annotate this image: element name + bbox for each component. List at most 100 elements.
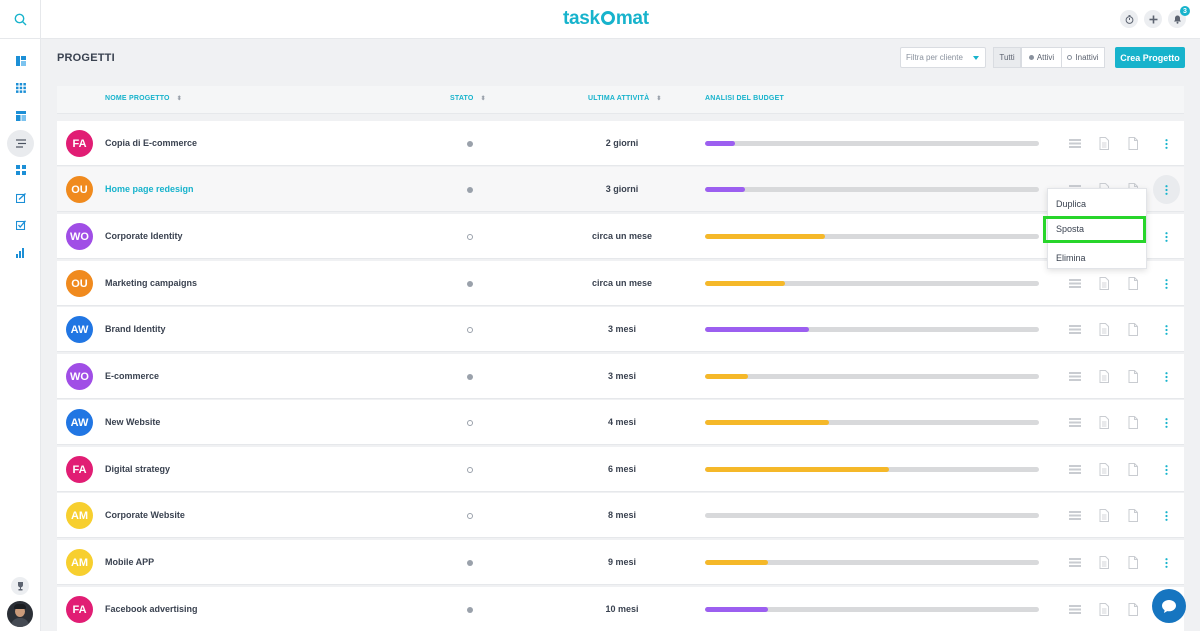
table-row[interactable]: FA Facebook advertising 10 mesi	[57, 587, 1184, 631]
project-avatar: WO	[66, 363, 93, 390]
project-avatar: OU	[66, 176, 93, 203]
row-menu-button[interactable]	[1153, 408, 1180, 437]
table-row[interactable]: AM Corporate Website 8 mesi	[57, 493, 1184, 538]
more-vertical-icon	[1165, 557, 1168, 568]
document-icon[interactable]	[1098, 556, 1110, 569]
menu-item-move[interactable]: Sposta	[1043, 216, 1146, 243]
calendar-grid-icon[interactable]	[7, 76, 34, 100]
timer-icon[interactable]	[1120, 10, 1138, 28]
status-indicator	[467, 281, 473, 287]
timesheet-icon[interactable]	[1069, 556, 1081, 569]
project-avatar: AM	[66, 502, 93, 529]
checklist-icon[interactable]	[7, 213, 34, 237]
document-icon[interactable]	[1098, 603, 1110, 616]
timesheet-icon[interactable]	[1069, 277, 1081, 290]
status-indicator	[467, 327, 473, 333]
timesheet-icon[interactable]	[1069, 463, 1081, 476]
row-menu-button[interactable]	[1153, 362, 1180, 391]
table-row[interactable]: AM Mobile APP 9 mesi	[57, 540, 1184, 585]
file-icon[interactable]	[1127, 323, 1139, 336]
sort-icon[interactable]: ⬍	[480, 96, 486, 102]
sort-icon[interactable]: ⬍	[176, 96, 182, 102]
table-row[interactable]: WO Corporate Identity circa un mese	[57, 214, 1184, 259]
board-icon[interactable]	[7, 104, 34, 128]
document-icon[interactable]	[1098, 416, 1110, 429]
timesheet-icon[interactable]	[1069, 370, 1081, 383]
add-icon[interactable]	[1144, 10, 1162, 28]
project-avatar: AW	[66, 409, 93, 436]
more-vertical-icon	[1165, 324, 1168, 335]
row-context-menu: Duplica Sposta Elimina	[1043, 188, 1147, 269]
row-menu-button[interactable]	[1153, 501, 1180, 530]
file-icon[interactable]	[1127, 137, 1139, 150]
table-row[interactable]: OU Marketing campaigns circa un mese	[57, 261, 1184, 306]
row-menu-button[interactable]	[1153, 548, 1180, 577]
apps-icon[interactable]	[7, 158, 34, 182]
app-logo[interactable]: task mat	[563, 8, 649, 29]
document-icon[interactable]	[1098, 137, 1110, 150]
document-icon[interactable]	[1098, 323, 1110, 336]
project-name-link[interactable]: E-commerce	[105, 371, 160, 381]
file-icon[interactable]	[1127, 416, 1139, 429]
timesheet-icon[interactable]	[1069, 509, 1081, 522]
project-name-link[interactable]: Marketing campaigns	[105, 278, 198, 288]
project-name-link[interactable]: Copia di E-commerce	[105, 138, 198, 148]
projects-icon[interactable]	[7, 130, 34, 157]
file-icon[interactable]	[1127, 603, 1139, 616]
file-icon[interactable]	[1127, 463, 1139, 476]
page-header: PROGETTI Filtra per cliente Tutti Attivi…	[41, 39, 1200, 76]
timesheet-icon[interactable]	[1069, 603, 1081, 616]
project-name-link[interactable]: Home page redesign	[105, 184, 194, 194]
trophy-icon[interactable]	[11, 577, 29, 595]
row-menu-button[interactable]	[1153, 315, 1180, 344]
filter-inactive-toggle[interactable]: Inattivi	[1061, 47, 1105, 68]
project-name-link[interactable]: Facebook advertising	[105, 604, 198, 614]
project-name-link[interactable]: Corporate Website	[105, 510, 185, 520]
column-header-activity[interactable]: ULTIMA ATTIVITÀ ⬍	[588, 95, 662, 102]
project-name-link[interactable]: Brand Identity	[105, 324, 166, 334]
project-name-link[interactable]: Mobile APP	[105, 557, 155, 567]
table-row[interactable]: FA Digital strategy 6 mesi	[57, 447, 1184, 492]
project-name-link[interactable]: Digital strategy	[105, 464, 171, 474]
filter-all-toggle[interactable]: Tutti	[993, 47, 1021, 68]
edit-task-icon[interactable]	[7, 186, 34, 210]
document-icon[interactable]	[1098, 277, 1110, 290]
document-icon[interactable]	[1098, 509, 1110, 522]
dashboard-icon[interactable]	[7, 49, 34, 73]
table-row[interactable]: WO E-commerce 3 mesi	[57, 354, 1184, 399]
user-avatar[interactable]	[7, 601, 33, 627]
table-row[interactable]: FA Copia di E-commerce 2 giorni	[57, 121, 1184, 166]
row-menu-button[interactable]	[1153, 175, 1180, 204]
client-filter-select[interactable]: Filtra per cliente	[900, 47, 986, 68]
table-row[interactable]: OU Home page redesign 3 giorni	[57, 167, 1184, 212]
table-row[interactable]: AW Brand Identity 3 mesi	[57, 307, 1184, 352]
document-icon[interactable]	[1098, 463, 1110, 476]
project-name-link[interactable]: New Website	[105, 417, 161, 427]
file-icon[interactable]	[1127, 277, 1139, 290]
file-icon[interactable]	[1127, 556, 1139, 569]
timesheet-icon[interactable]	[1069, 323, 1081, 336]
row-menu-button[interactable]	[1153, 455, 1180, 484]
file-icon[interactable]	[1127, 509, 1139, 522]
column-header-status[interactable]: STATO ⬍	[450, 95, 486, 102]
filter-active-toggle[interactable]: Attivi	[1021, 47, 1062, 68]
timesheet-icon[interactable]	[1069, 137, 1081, 150]
create-project-button[interactable]: Crea Progetto	[1115, 47, 1185, 68]
reports-icon[interactable]	[7, 241, 34, 265]
sort-icon[interactable]: ⬍	[656, 96, 662, 102]
timesheet-icon[interactable]	[1069, 416, 1081, 429]
file-icon[interactable]	[1127, 370, 1139, 383]
row-menu-button[interactable]	[1153, 269, 1180, 298]
row-menu-button[interactable]	[1153, 222, 1180, 251]
notifications-bell-icon[interactable]: 3	[1168, 6, 1190, 28]
row-menu-button[interactable]	[1153, 129, 1180, 158]
table-row[interactable]: AW New Website 4 mesi	[57, 400, 1184, 445]
search-icon[interactable]	[0, 0, 41, 39]
column-header-name[interactable]: NOME PROGETTO ⬍	[105, 95, 182, 102]
last-activity: 9 mesi	[607, 557, 637, 567]
project-name-link[interactable]: Corporate Identity	[105, 231, 183, 241]
menu-item-duplicate[interactable]: Duplica	[1056, 199, 1087, 209]
document-icon[interactable]	[1098, 370, 1110, 383]
menu-item-delete[interactable]: Elimina	[1056, 253, 1086, 263]
chat-button[interactable]	[1152, 589, 1186, 623]
